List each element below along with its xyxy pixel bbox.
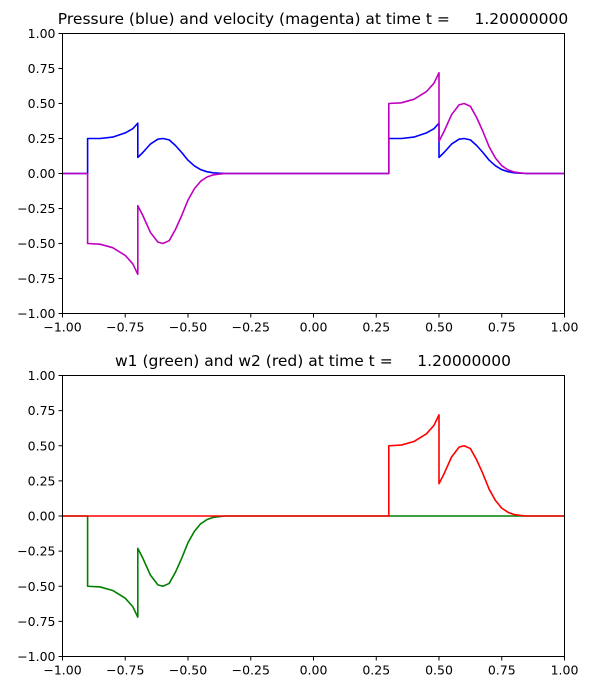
x-tick-label: 0.00 [300,320,328,335]
y-tick-label: −0.25 [17,201,55,216]
y-tick-label: 0.50 [28,438,56,453]
y-tick-label: −1.00 [17,649,55,664]
y-tick-label: 1.00 [28,26,56,41]
x-tick-label: −0.25 [232,663,270,678]
y-tick-label: 0.75 [28,403,56,418]
x-tick-label: −0.50 [169,663,207,678]
plot-area [62,71,565,276]
y-tick-label: 0.50 [28,96,56,111]
chart-title: w1 (green) and w2 (red) at time t = 1.20… [115,352,511,370]
y-tick-label: 0.00 [28,509,56,524]
x-tick-label: 0.25 [362,320,390,335]
series-line-1 [62,414,565,517]
x-tick-label: −0.75 [106,320,144,335]
x-axis: −1.00 −0.75 −0.50 −0.25 0.00 0.25 0.50 0.75 1.00 [43,656,579,678]
x-tick-label: 0.50 [425,320,453,335]
y-tick-label: 0.25 [28,131,56,146]
y-tick-label: −0.50 [17,579,55,594]
y-tick-label: −1.00 [17,306,55,321]
plot-area [62,414,565,618]
y-tick-label: −0.75 [17,271,55,286]
y-tick-label: 1.00 [28,368,56,383]
series-line-0 [62,515,565,618]
series-line-1 [62,71,565,276]
y-tick-label: 0.75 [28,61,56,76]
x-tick-label: 1.00 [551,663,579,678]
x-tick-label: 0.75 [488,320,516,335]
x-tick-label: 0.25 [362,663,390,678]
y-tick-label: −0.75 [17,614,55,629]
w1-w2-chart: w1 (green) and w2 (red) at time t = 1.20… [17,352,578,678]
x-axis: −1.00 −0.75 −0.50 −0.25 0.00 0.25 0.50 0.75 1.00 [43,313,579,335]
x-tick-label: −0.75 [106,663,144,678]
x-tick-label: 0.00 [300,663,328,678]
x-tick-label: −0.50 [169,320,207,335]
y-axis: 1.00 0.75 0.50 0.25 0.00 −0.25 −0.50 −0.75 −1.00 [17,26,63,321]
x-tick-label: −1.00 [43,320,81,335]
y-axis: 1.00 0.75 0.50 0.25 0.00 −0.25 −0.50 −0.75 −1.00 [17,368,63,664]
x-tick-label: −1.00 [43,663,81,678]
y-tick-label: 0.25 [28,473,56,488]
x-tick-label: 0.75 [488,663,516,678]
y-tick-label: 0.00 [28,166,56,181]
x-tick-label: 1.00 [551,320,579,335]
y-tick-label: −0.25 [17,544,55,559]
x-tick-label: −0.25 [232,320,270,335]
y-tick-label: −0.50 [17,236,55,251]
pressure-velocity-chart: Pressure (blue) and velocity (magenta) a… [17,10,578,335]
chart-title: Pressure (blue) and velocity (magenta) a… [58,10,568,28]
x-tick-label: 0.50 [425,663,453,678]
